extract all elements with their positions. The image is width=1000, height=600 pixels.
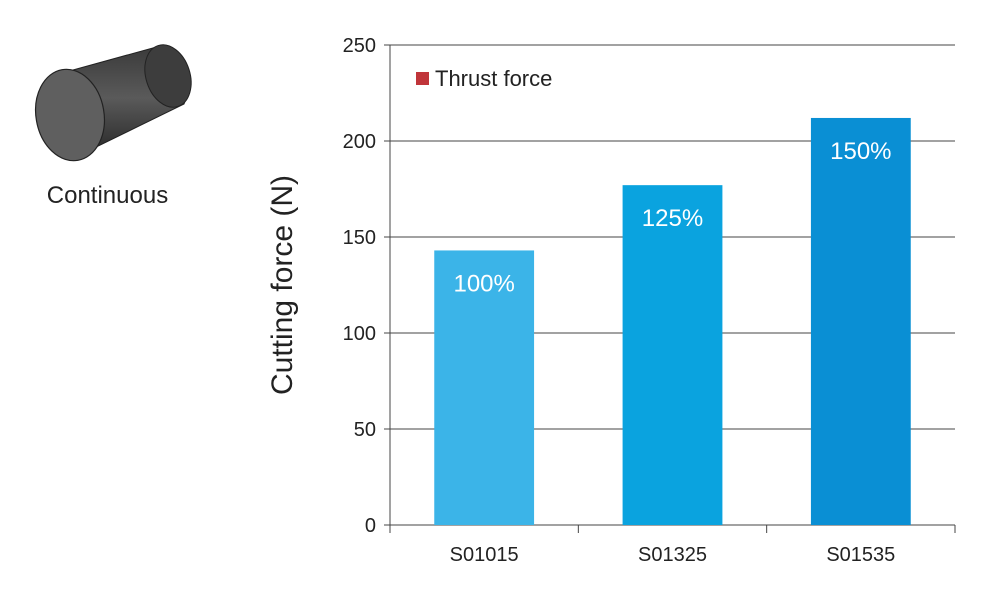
y-tick-label: 250 <box>343 35 376 57</box>
x-axis-ticks: S01015 S01325 S01535 <box>389 525 956 566</box>
y-axis-label: Cutting force (N) <box>266 175 299 395</box>
bar <box>622 185 723 525</box>
x-tick-label: S01535 <box>826 544 895 566</box>
y-tick-label: 50 <box>354 419 376 441</box>
bar <box>810 117 911 526</box>
workpiece-label: Continuous <box>46 182 169 209</box>
y-tick-label: 0 <box>365 515 376 537</box>
bar-data-label: 125% <box>642 205 703 232</box>
bars <box>434 117 911 526</box>
cylinder-icon <box>34 44 192 162</box>
legend-label: Thrust force <box>435 66 552 91</box>
y-tick-label: 200 <box>343 131 376 153</box>
legend: Thrust force <box>416 66 552 91</box>
bar-data-label: 150% <box>830 138 891 165</box>
y-tick-label: 100 <box>343 323 376 345</box>
y-axis-ticks: 0 50 100 150 200 250 <box>343 35 376 537</box>
bar-data-label: 100% <box>453 270 514 297</box>
bar-labels: 100% 125% 150% <box>453 138 891 297</box>
x-tick-label: S01325 <box>638 544 707 566</box>
bar-chart: 0 50 100 150 200 250 100% 125% 150% S01015 S0132… <box>266 35 956 566</box>
bar <box>434 250 535 525</box>
legend-swatch <box>416 72 429 85</box>
x-tick-label: S01015 <box>450 544 519 566</box>
y-tick-label: 150 <box>343 227 376 249</box>
